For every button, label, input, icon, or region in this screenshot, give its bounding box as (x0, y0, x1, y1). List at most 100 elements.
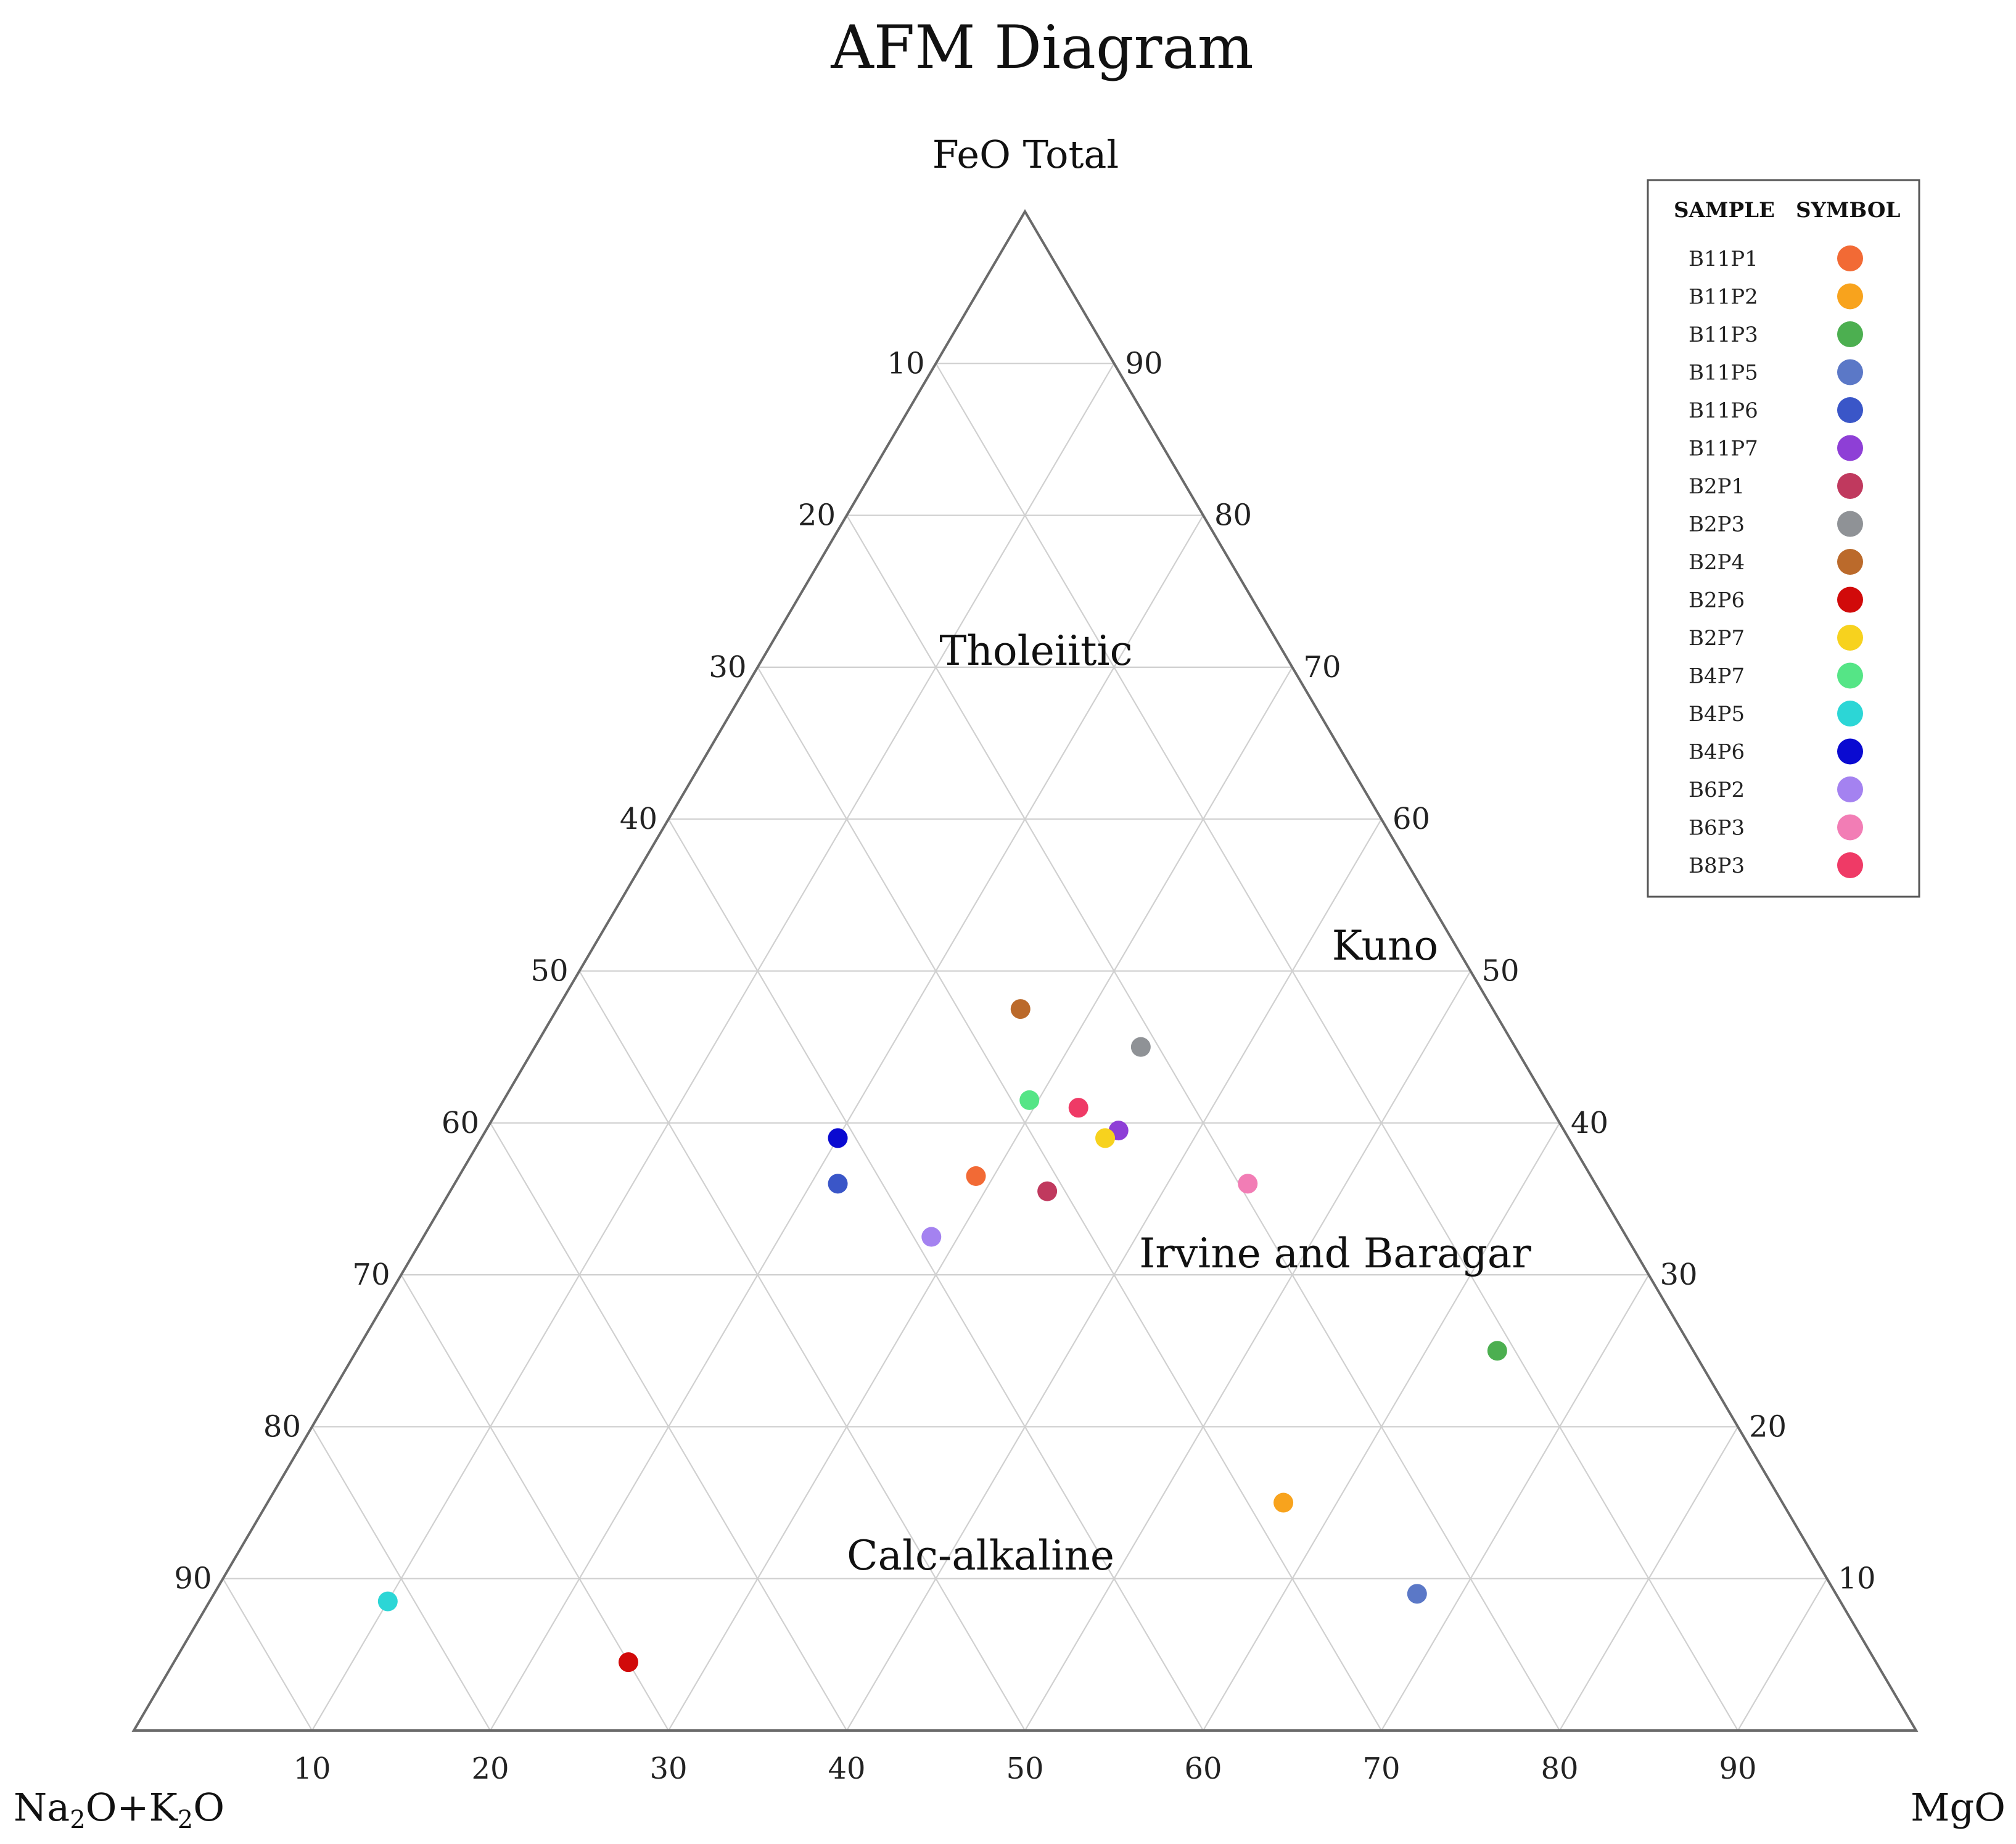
legend-items: B11P1 B11P2 B11P3 B11P5 B11P6 B11P7 B2P1 B2P3 B2… (1689, 245, 1863, 878)
tick-bottom-60: 60 (1184, 1751, 1222, 1786)
legend-label-b2p3: B2P3 (1689, 512, 1745, 537)
tick-bottom-80: 80 (1541, 1751, 1578, 1786)
legend: SAMPLE SYMBOL B11P1B11P2B11P3B11P5B11P6B… (1647, 179, 1920, 898)
tick-bottom-20: 20 (471, 1751, 509, 1786)
apex-label-left: Na2O+K2O (14, 1785, 224, 1834)
legend-symbol-b2p7 (1837, 625, 1863, 651)
tick-bottom-40: 40 (828, 1751, 865, 1786)
point-b6p3 (1238, 1174, 1258, 1194)
legend-label-b4p5: B4P5 (1689, 702, 1745, 726)
region-label-irvine-and-baragar: Irvine and Baragar (1139, 1230, 1531, 1277)
grid-line-mgo-30 (668, 667, 1293, 1731)
grid-line-mgo-50 (1024, 970, 1471, 1731)
tick-left-10: 10 (887, 346, 924, 381)
tick-bottom-70: 70 (1362, 1751, 1400, 1786)
legend-symbol-b6p3 (1837, 814, 1863, 841)
legend-symbol-b8p3 (1837, 852, 1863, 878)
point-b2p7 (1095, 1128, 1116, 1148)
legend-label-b4p6: B4P6 (1689, 740, 1745, 765)
grid-line-alk-50 (578, 970, 1026, 1731)
tick-bottom-90: 90 (1719, 1751, 1756, 1786)
legend-label-b2p1: B2P1 (1689, 474, 1745, 499)
legend-symbol-b11p2 (1837, 283, 1863, 310)
legend-symbol-b11p3 (1837, 321, 1863, 347)
grid-line-alk-30 (757, 667, 1382, 1731)
triangle-frame (131, 209, 1919, 1732)
grid-line-mgo-60 (1203, 1122, 1560, 1731)
legend-label-b11p2: B11P2 (1689, 285, 1758, 310)
legend-symbol-b11p1 (1837, 245, 1863, 271)
point-b4p7 (1019, 1090, 1040, 1110)
tick-labels: 10 20 30 40 50 60 70 80 90 90 80 70 60 50 40 30 20 10 10 20… (174, 346, 1875, 1786)
legend-label-b4p7: B4P7 (1689, 664, 1745, 689)
legend-label-b11p1: B11P1 (1689, 247, 1758, 271)
point-b11p6 (828, 1174, 848, 1194)
tick-bottom-50: 50 (1006, 1751, 1043, 1786)
legend-symbol-b4p6 (1837, 738, 1863, 765)
point-b2p1 (1037, 1181, 1058, 1201)
point-b11p3 (1487, 1341, 1507, 1361)
grid-line-mgo-90 (1737, 1578, 1828, 1731)
grid-line-mgo-10 (311, 363, 1115, 1731)
legend-symbol-b11p6 (1837, 397, 1863, 423)
grid-line-alk-60 (490, 1122, 847, 1731)
point-b4p5 (377, 1591, 398, 1611)
legend-label-b11p3: B11P3 (1689, 323, 1758, 347)
legend-symbol-b2p6 (1837, 587, 1863, 613)
legend-label-b8p3: B8P3 (1689, 854, 1745, 878)
region-labels: Tholeiitic Kuno Irvine and Baragar Calc-alk… (847, 627, 1531, 1579)
tick-right-10: 10 (1838, 1562, 1876, 1596)
point-b6p2 (921, 1227, 942, 1247)
grid-line-mgo-80 (1559, 1426, 1738, 1731)
legend-symbol-b6p2 (1837, 776, 1863, 802)
chart-title: AFM Diagram (830, 13, 1253, 82)
tick-left-20: 20 (798, 498, 836, 533)
tick-left-50: 50 (530, 954, 568, 989)
ternary-grid (222, 363, 1828, 1731)
tick-bottom-30: 30 (649, 1751, 687, 1786)
legend-label-b6p3: B6P3 (1689, 816, 1745, 841)
point-b8p3 (1068, 1098, 1088, 1118)
apex-label-top: FeO Total (932, 132, 1119, 177)
legend-label-b11p6: B11P6 (1689, 398, 1758, 423)
legend-symbol-b4p7 (1837, 662, 1863, 689)
tick-right-40: 40 (1571, 1106, 1608, 1140)
region-label-calc-alkaline: Calc-alkaline (847, 1532, 1114, 1579)
region-label-tholeiitic: Tholeiitic (939, 627, 1132, 675)
legend-box (1647, 179, 1920, 898)
tick-right-30: 30 (1660, 1257, 1698, 1292)
legend-label-b11p7: B11P7 (1689, 437, 1758, 461)
ternary-frame (131, 209, 1919, 1732)
tick-left-90: 90 (174, 1562, 212, 1596)
tick-right-90: 90 (1125, 346, 1163, 381)
point-b2p3 (1130, 1037, 1151, 1057)
legend-label-b2p4: B2P4 (1689, 550, 1745, 575)
tick-right-50: 50 (1482, 954, 1520, 989)
tick-left-80: 80 (263, 1409, 301, 1444)
legend-header-symbol: SYMBOL (1796, 198, 1900, 223)
grid-line-alk-80 (311, 1426, 491, 1731)
sample-points (377, 999, 1507, 1673)
legend-symbol-b11p7 (1837, 435, 1863, 461)
point-b11p1 (966, 1166, 986, 1187)
tick-right-60: 60 (1393, 802, 1430, 836)
tick-left-40: 40 (620, 802, 657, 836)
tick-bottom-10: 10 (293, 1751, 331, 1786)
tick-right-80: 80 (1214, 498, 1252, 533)
legend-symbol-b2p1 (1837, 473, 1863, 499)
grid-line-alk-90 (222, 1578, 313, 1731)
legend-label-b6p2: B6P2 (1689, 778, 1745, 802)
point-b11p2 (1273, 1492, 1294, 1513)
legend-symbol-b4p5 (1837, 701, 1863, 726)
tick-left-60: 60 (442, 1106, 479, 1140)
legend-label-b2p7: B2P7 (1689, 626, 1745, 651)
point-b4p6 (828, 1128, 848, 1148)
tick-right-20: 20 (1749, 1409, 1787, 1444)
legend-label-b11p5: B11P5 (1689, 361, 1758, 385)
point-b11p5 (1407, 1584, 1427, 1604)
tick-left-30: 30 (709, 650, 746, 685)
grid-line-mgo-70 (1381, 1274, 1650, 1731)
region-label-kuno: Kuno (1332, 922, 1439, 969)
legend-label-b2p6: B2P6 (1689, 588, 1745, 613)
